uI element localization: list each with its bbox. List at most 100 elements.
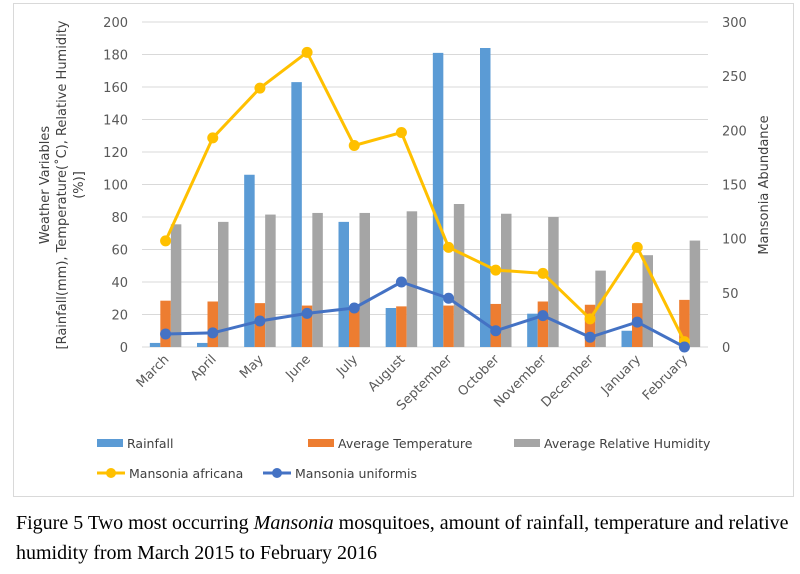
left-tick-label: 60 [111, 244, 128, 259]
caption-italic: Mansonia [253, 512, 334, 534]
right-axis-title: Mansonia Abundance [757, 115, 772, 254]
point-mansonia-uniformis [348, 302, 360, 314]
bar-rainfall [338, 221, 349, 347]
legend-label-mansonia-africana: Mansonia africana [129, 466, 243, 481]
bar-average-relative-humidity [501, 213, 512, 347]
lines [160, 46, 690, 353]
bar-average-relative-humidity [642, 255, 653, 347]
point-mansonia-uniformis [160, 328, 172, 340]
x-tick-label: July [333, 352, 361, 380]
left-tick-label: 20 [111, 309, 128, 324]
legend-swatch-average-temperature [308, 439, 334, 447]
legend-label-mansonia-uniformis: Mansonia uniformis [295, 466, 417, 481]
combo-chart: 0 20 40 60 80 100 120 140 160 180 200 0 50 100 150 200… [38, 16, 772, 481]
bar-average-relative-humidity [453, 204, 465, 347]
point-mansonia-africana [254, 82, 266, 94]
left-axis-title-line1: Weather Variables [38, 126, 53, 245]
bar-average-temperature [160, 300, 171, 347]
bar-average-relative-humidity [265, 214, 276, 347]
bar-average-temperature [443, 305, 454, 347]
bar-average-relative-humidity [595, 270, 606, 347]
right-tick-label: 150 [722, 179, 747, 194]
point-mansonia-africana [207, 132, 219, 144]
point-mansonia-africana [160, 235, 172, 247]
x-tick-label: October [455, 352, 503, 400]
point-mansonia-uniformis [395, 276, 407, 288]
bar-average-relative-humidity [170, 224, 182, 347]
point-mansonia-uniformis [301, 307, 313, 319]
left-axis-title: Weather Variables [Rainfall(mm), Tempera… [38, 20, 87, 349]
bar-rainfall [527, 313, 538, 347]
legend-marker-mansonia-africana [106, 468, 116, 478]
point-mansonia-uniformis [584, 331, 596, 343]
point-mansonia-africana [301, 46, 313, 58]
left-axis-ticks: 0 20 40 60 80 100 120 140 160 180 200 [103, 16, 128, 356]
bar-average-relative-humidity [406, 211, 418, 347]
bar-rainfall [432, 52, 444, 347]
legend-swatch-average-relative-humidity [514, 439, 540, 447]
gridlines [142, 21, 708, 348]
left-tick-label: 180 [103, 49, 128, 64]
caption-suffix: mosquitoes, amount of rainfall, temperat… [16, 512, 789, 564]
figure-caption: Figure 5 Two most occurring Mansonia mos… [16, 508, 796, 568]
bar-average-temperature [679, 299, 690, 347]
point-mansonia-uniformis [490, 325, 502, 337]
legend: Rainfall Average Temperature Average Relat… [97, 436, 711, 481]
bar-average-relative-humidity [218, 221, 229, 347]
left-tick-label: 0 [120, 341, 128, 356]
right-tick-label: 200 [722, 124, 747, 139]
right-axis-ticks: 0 50 100 150 200 250 300 [722, 16, 747, 356]
caption-prefix: Figure 5 Two most occurring [16, 512, 254, 534]
bar-rainfall [244, 174, 255, 347]
point-mansonia-africana [348, 140, 360, 151]
left-tick-label: 80 [111, 211, 128, 226]
x-tick-label: January [598, 352, 644, 398]
point-mansonia-africana [443, 241, 455, 253]
bar-average-relative-humidity [312, 212, 323, 347]
bar-rainfall [197, 342, 208, 347]
left-tick-label: 100 [103, 179, 128, 194]
right-tick-label: 100 [722, 233, 747, 248]
bar-average-temperature [584, 304, 596, 347]
point-mansonia-uniformis [537, 310, 549, 322]
bar-average-relative-humidity [359, 212, 370, 347]
point-mansonia-africana [490, 264, 502, 276]
bar-rainfall [291, 82, 302, 347]
bar-rainfall [480, 48, 491, 347]
point-mansonia-uniformis [254, 315, 266, 327]
bar-average-temperature [396, 306, 407, 347]
bars [149, 48, 701, 347]
left-tick-label: 140 [103, 114, 128, 129]
point-mansonia-africana [395, 127, 407, 138]
left-tick-label: 200 [103, 16, 128, 31]
x-tick-label: June [283, 352, 314, 383]
right-tick-label: 0 [722, 341, 730, 356]
left-axis-title-line3: (%)] [72, 171, 87, 199]
point-mansonia-uniformis [443, 292, 455, 304]
bar-rainfall [149, 342, 161, 347]
x-tick-label: April [188, 352, 220, 384]
left-tick-label: 120 [103, 146, 128, 161]
x-tick-label: February [640, 352, 692, 404]
line-mansonia-africana [164, 50, 686, 343]
point-mansonia-uniformis [207, 327, 219, 339]
right-tick-label: 300 [722, 16, 747, 31]
bar-average-temperature [537, 301, 549, 347]
legend-marker-mansonia-uniformis [272, 468, 282, 478]
x-tick-label: August [365, 352, 408, 395]
x-tick-label: March [134, 352, 173, 391]
bar-average-temperature [207, 301, 218, 347]
line-mansonia-uniformis [165, 280, 686, 349]
bar-average-relative-humidity [689, 240, 701, 347]
legend-label-average-relative-humidity: Average Relative Humidity [544, 436, 711, 451]
right-tick-label: 250 [722, 70, 747, 85]
point-mansonia-uniformis [678, 341, 690, 353]
legend-label-average-temperature: Average Temperature [338, 436, 473, 451]
point-mansonia-uniformis [631, 316, 643, 328]
legend-swatch-rainfall [97, 439, 123, 447]
bar-rainfall [621, 330, 632, 347]
x-tick-label: May [237, 352, 267, 382]
bar-average-temperature [301, 305, 313, 347]
legend-label-rainfall: Rainfall [127, 436, 173, 451]
